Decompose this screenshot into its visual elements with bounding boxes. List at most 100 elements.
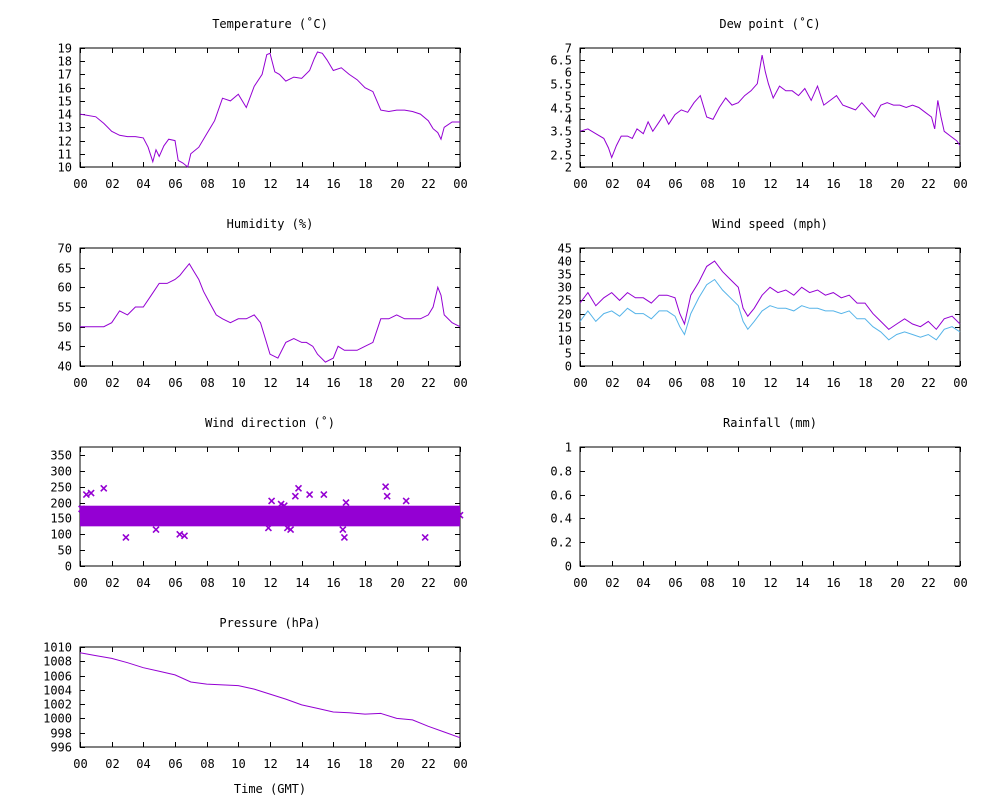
scatter-point [421,533,429,542]
y-tick-label: 0.6 [550,489,572,503]
x-tick-label: 02 [105,576,119,590]
x-tick-label: 14 [795,376,809,390]
scatter-point [402,497,410,505]
x-tick-label: 20 [890,576,904,590]
y-tick-label: 6 [565,66,572,80]
series-line-1 [80,262,461,363]
x-tick-label: 00 [73,576,87,590]
y-tick-label: 1000 [43,712,72,726]
y-tick-label: 150 [50,512,72,526]
y-tick-label: 5.5 [550,78,572,92]
y-tick-label: 3 [565,137,572,151]
scatter-point [180,532,189,540]
x-tick-label: 02 [605,177,619,191]
scatter-point [260,506,268,515]
y-tick-label: 60 [58,281,72,295]
scatter-point [100,484,108,492]
x-tick-label: 10 [231,757,245,771]
chart-title: Pressure (hPa) [219,616,320,630]
x-tick-label: 02 [605,576,619,590]
x-tick-label: 00 [953,376,967,390]
x-tick-label: 08 [200,177,214,191]
y-tick-label: 55 [58,301,72,315]
x-tick-label: 10 [231,376,245,390]
x-tick-label: 16 [326,376,340,390]
x-tick-label: 16 [826,576,840,590]
scatter-point [320,491,328,499]
y-tick-label: 15 [558,321,572,335]
scatter-point [383,492,391,500]
x-tick-label: 08 [200,576,214,590]
y-tick-label: 1004 [43,684,72,698]
x-tick-label: 22 [421,757,435,771]
x-tick-label: 04 [636,576,650,590]
y-tick-label: 13 [58,121,72,135]
y-tick-label: 250 [50,481,72,495]
y-tick-label: 0.8 [550,465,572,479]
x-tick-label: 20 [890,376,904,390]
y-tick-label: 0.2 [550,536,572,550]
x-tick-label: 00 [73,757,87,771]
chart-title: Dew point (˚C) [719,16,820,31]
x-tick-label: 14 [295,177,309,191]
y-tick-label: 6.5 [550,54,572,68]
x-axis-label: Time (GMT) [234,782,306,796]
x-tick-label: 16 [326,757,340,771]
chart-rainfall: Rainfall (mm) 0 0.2 0.4 0.6 0.8 1 00 02 04 06 08 10 1… [550,416,967,590]
x-tick-label: 12 [263,757,277,771]
series-line-1 [79,51,460,168]
plot-frame [579,247,961,367]
y-tick-label: 14 [58,108,72,122]
x-tick-label: 06 [168,376,182,390]
y-tick-label: 1006 [43,670,72,684]
x-tick-label: 22 [921,177,935,191]
x-tick-label: 12 [763,376,777,390]
y-tick-label: 5 [565,90,572,104]
y-tick-label: 50 [58,321,72,335]
y-tick-label: 1 [565,441,572,455]
x-tick-label: 10 [231,576,245,590]
y-tick-label: 45 [558,242,572,256]
scatter-point [78,505,86,513]
y-tick-label: 200 [50,497,72,511]
chart-humidity: Humidity (%) 40 45 50 55 60 65 70 00 02 04 06 08 10 12… [58,217,468,390]
series-line-2 [579,278,961,341]
y-tick-label: 11 [58,148,72,162]
y-tick-label: 4 [565,113,572,127]
y-tick-label: 0 [65,560,72,574]
y-tick-label: 4.5 [550,102,572,116]
series-line-1 [79,652,461,739]
y-tick-label: 30 [558,281,572,295]
chart-dew-point: Dew point (˚C) 22.533.544.555.566.57 00 02 0… [550,16,967,191]
x-tick-label: 14 [295,376,309,390]
x-tick-label: 04 [136,177,150,191]
x-tick-label: 14 [295,757,309,771]
y-tick-label: 10 [58,161,72,175]
y-tick-label: 0 [565,360,572,374]
x-tick-label: 20 [390,177,404,191]
x-tick-label: 18 [358,576,372,590]
y-tick-label: 70 [58,242,72,256]
y-tick-label: 15 [58,95,72,109]
x-tick-label: 22 [421,177,435,191]
x-tick-label: 08 [700,376,714,390]
scatter-point [82,491,90,499]
x-tick-label: 00 [73,177,87,191]
y-tick-label: 40 [558,255,572,269]
series-line-1 [579,260,961,331]
scatter-point [122,533,130,542]
x-tick-label: 14 [795,576,809,590]
y-tick-label: 40 [58,360,72,374]
x-tick-label: 08 [200,376,214,390]
y-tick-label: 100 [50,528,72,542]
plot-frame [79,47,461,168]
x-tick-label: 10 [731,177,745,191]
x-tick-label: 18 [358,376,372,390]
y-tick-label: 998 [50,727,72,741]
x-tick-label: 20 [390,757,404,771]
scatter-point [179,506,187,515]
x-tick-label: 14 [795,177,809,191]
y-tick-label: 996 [50,741,72,755]
